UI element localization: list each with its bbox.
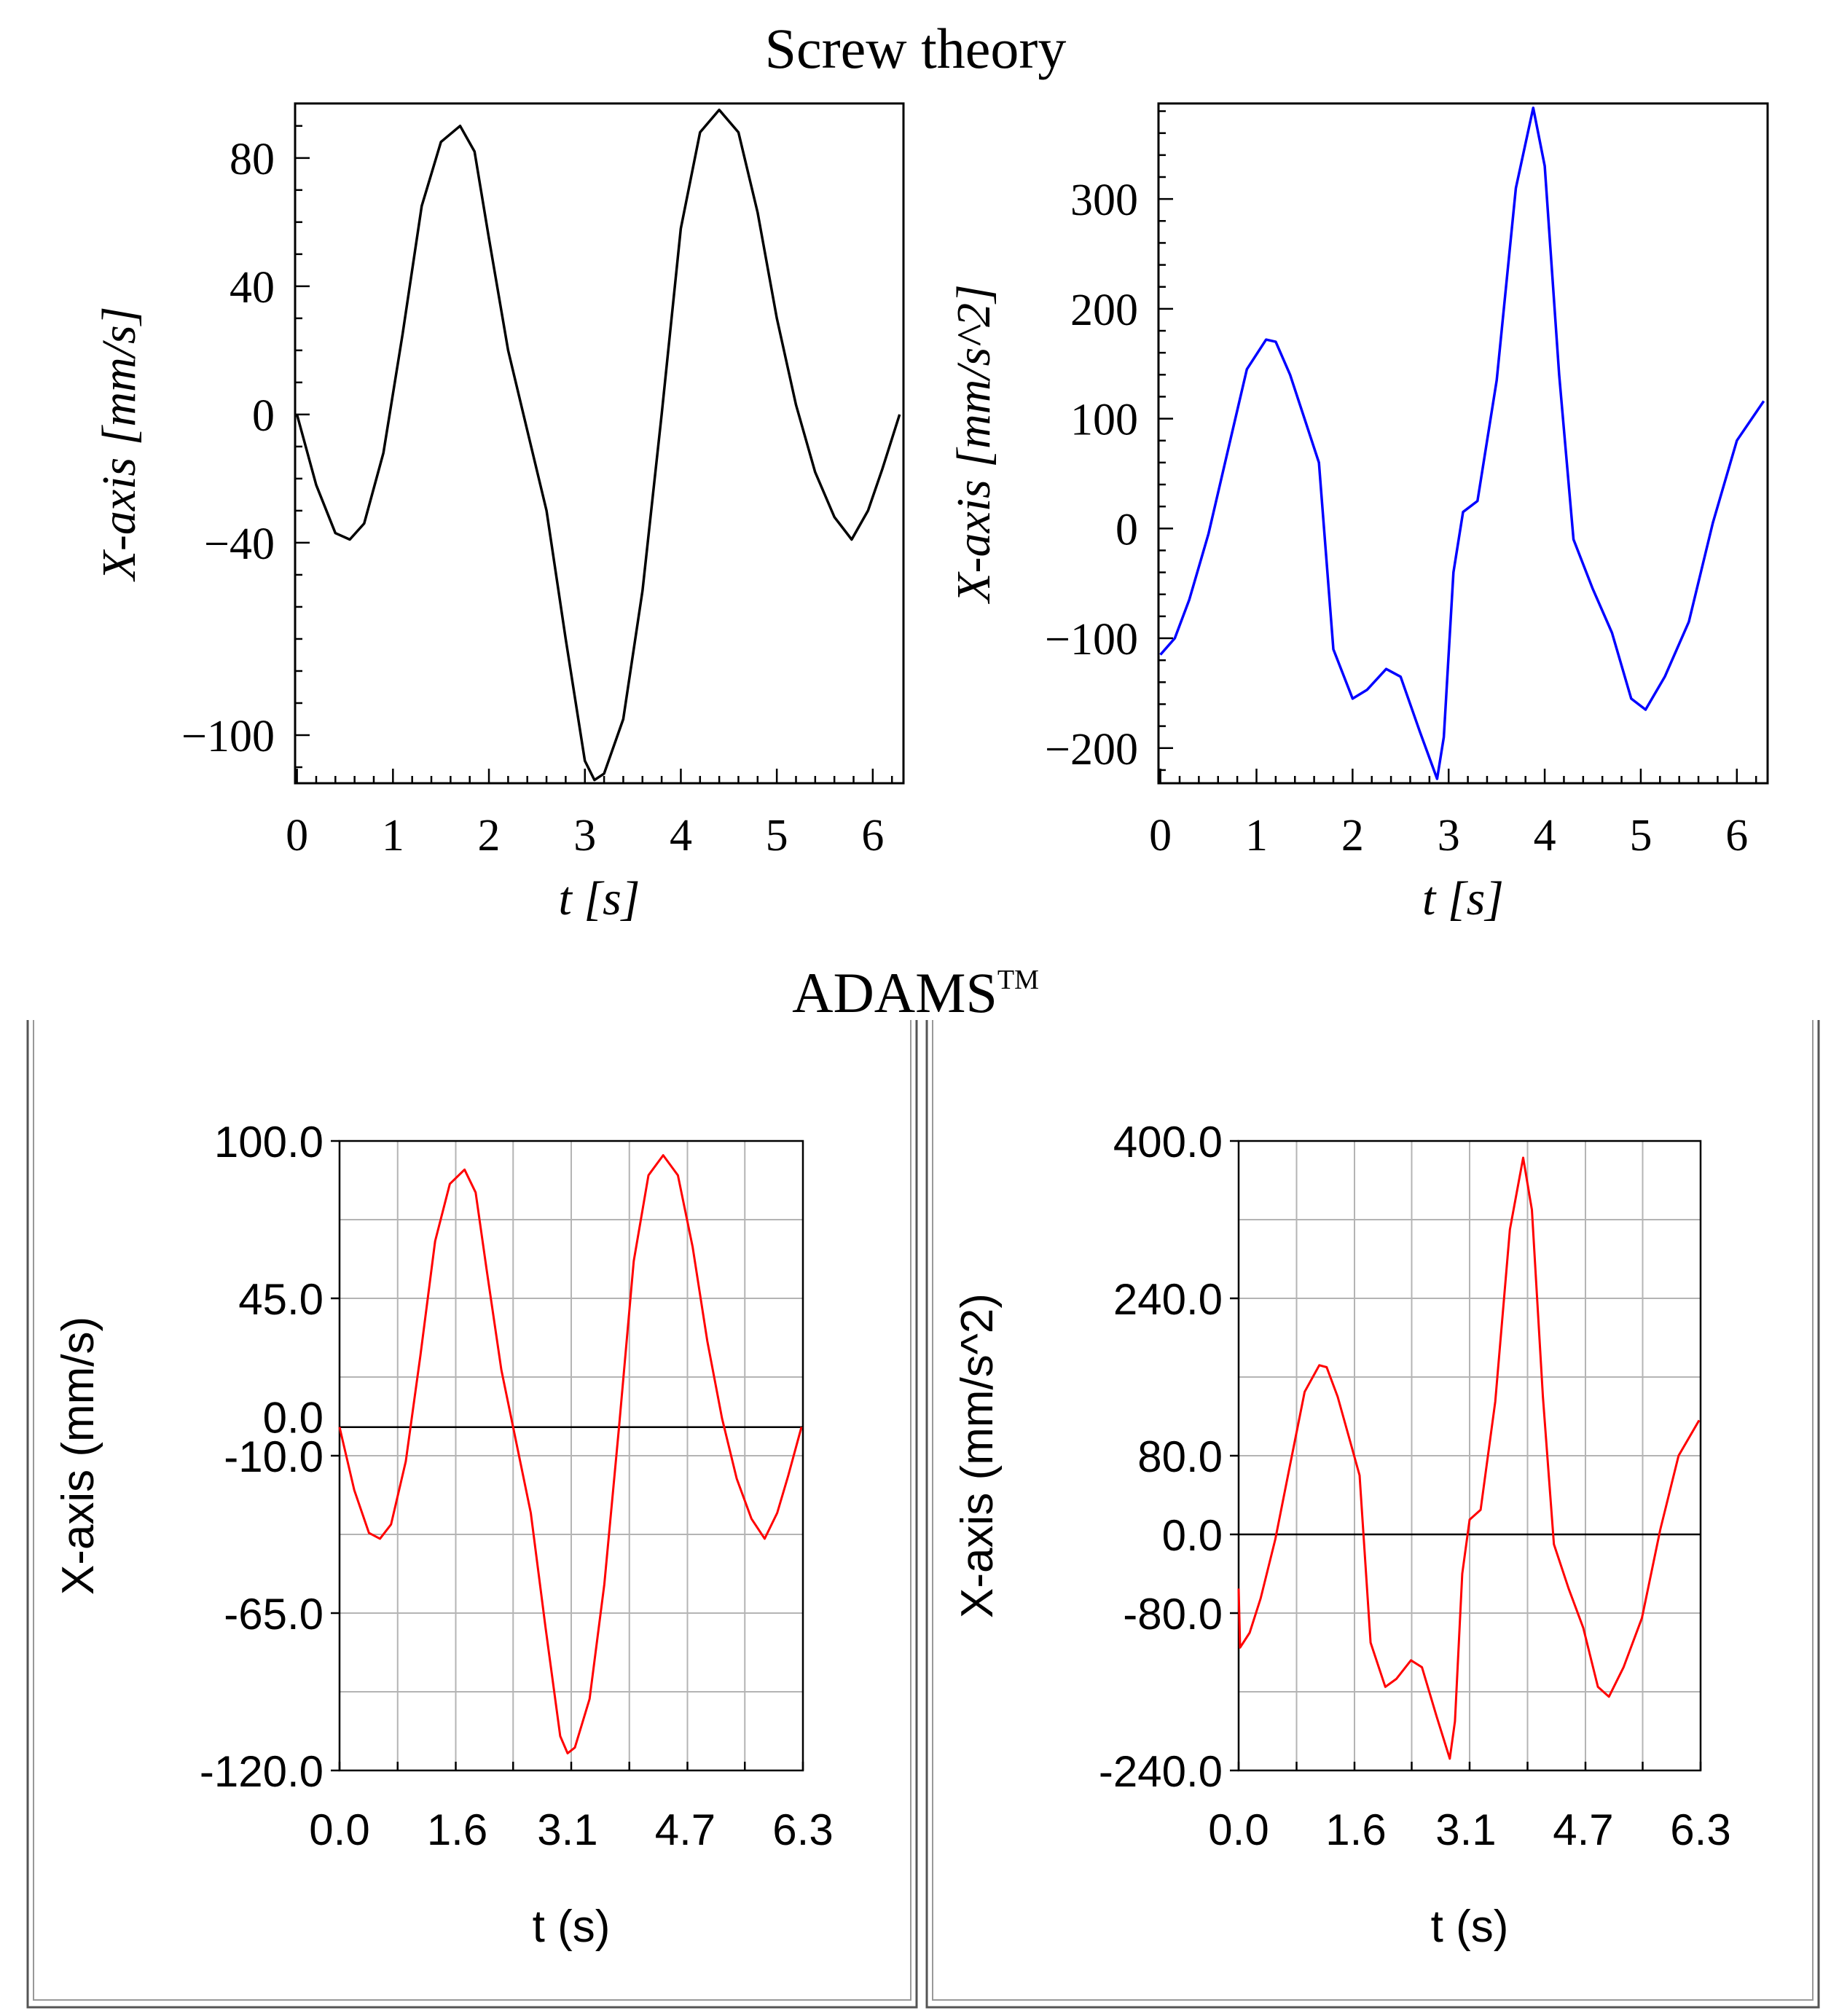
y-axis-label: X-axis (mm/s): [53, 1317, 103, 1595]
x-tick-label: 1: [1245, 811, 1268, 860]
adams-heading: ADAMSTM: [0, 960, 1831, 1026]
data-series-line: [1159, 106, 1765, 780]
x-axis-label: t [s]: [559, 872, 640, 925]
y-tick-label: 80.0: [1137, 1432, 1223, 1481]
y-tick-label: -80.0: [1123, 1590, 1223, 1639]
y-tick-label: 0: [1116, 505, 1138, 554]
y-tick-label: 0: [252, 391, 275, 441]
x-tick-label: 1.6: [427, 1805, 487, 1854]
x-tick-label: 0.0: [309, 1805, 369, 1854]
x-tick-label: 0.0: [1208, 1805, 1269, 1854]
x-tick-label: 1.6: [1325, 1805, 1386, 1854]
x-tick-label: 4.7: [1553, 1805, 1613, 1854]
x-tick-label: 4: [670, 811, 692, 860]
y-tick-label: −40: [204, 519, 275, 569]
y-tick-label: 0.0: [263, 1394, 324, 1443]
y-tick-label: 400.0: [1113, 1118, 1223, 1166]
y-tick-label: −100: [181, 712, 275, 761]
adams-acceleration-chart: 0.0 1.6 3.1 4.7 6.3 400.0 240.0 80.0 0.0 -80.0 -24…: [952, 1118, 1731, 1952]
x-tick-label: 2: [1341, 811, 1364, 860]
y-axis-label: X-axis [mm/s^2]: [947, 284, 1000, 605]
y-tick-label: −100: [1045, 615, 1138, 664]
y-tick-label: 300: [1070, 176, 1138, 225]
trademark-symbol: TM: [997, 965, 1039, 995]
adams-left-panel-frame: [26, 1020, 918, 2009]
x-tick-label: 2: [478, 811, 501, 860]
y-tick-label: 80: [230, 135, 275, 184]
x-tick-label: 3.1: [537, 1805, 597, 1854]
y-tick-label: 45.0: [238, 1275, 324, 1324]
y-tick-label: 100.0: [214, 1118, 324, 1166]
x-tick-label: 6.3: [1670, 1805, 1730, 1854]
y-tick-label: −200: [1045, 725, 1138, 774]
x-tick-label: 5: [766, 811, 788, 860]
y-tick-label: -65.0: [224, 1590, 324, 1639]
y-tick-label: 240.0: [1113, 1275, 1223, 1324]
screw-acceleration-chart: 0 1 2 3 4 5 6 300 200 100 0 −100 −200 t [s] X-axis [mm…: [947, 102, 1769, 925]
adams-heading-text: ADAMS: [792, 961, 997, 1024]
adams-right-panel-frame: [925, 1020, 1820, 2009]
y-tick-label: 200: [1070, 286, 1138, 335]
y-axis-label: X-axis (mm/s^2): [952, 1293, 1003, 1618]
y-tick-label: -10.0: [224, 1432, 324, 1481]
x-tick-label: 6: [861, 811, 884, 860]
x-axis-label: t [s]: [1422, 872, 1504, 925]
adams-velocity-chart: 0.0 1.6 3.1 4.7 6.3 100.0 45.0 -10.0 -65.0 -120.0…: [53, 1118, 834, 1952]
data-series-line: [295, 109, 901, 782]
y-tick-label: 100: [1070, 396, 1138, 445]
plot-frame: [294, 102, 905, 785]
screw-velocity-chart: 0 1 2 3 4 5 6 80 40 0 −40 −100 t [s] X-axis [mm/s]: [93, 102, 905, 925]
x-tick-label: 3.1: [1435, 1805, 1496, 1854]
data-series-line: [338, 1154, 803, 1754]
y-tick-label: -240.0: [1099, 1747, 1223, 1796]
x-axis-label: t (s): [1431, 1902, 1509, 1952]
x-tick-label: 6.3: [772, 1805, 833, 1854]
y-tick-label: -120.0: [200, 1747, 324, 1796]
x-tick-label: 5: [1629, 811, 1652, 860]
screw-theory-heading: Screw theory: [764, 17, 1067, 80]
x-tick-label: 3: [573, 811, 596, 860]
x-tick-label: 6: [1725, 811, 1748, 860]
x-tick-label: 0: [1149, 811, 1172, 860]
plot-frame: [1157, 102, 1769, 785]
y-tick-label: 0.0: [1162, 1511, 1223, 1560]
x-tick-label: 1: [382, 811, 404, 860]
x-tick-label: 3: [1438, 811, 1460, 860]
x-tick-label: 4: [1534, 811, 1556, 860]
x-tick-label: 0: [286, 811, 308, 860]
x-tick-label: 4.7: [655, 1805, 715, 1854]
x-axis-label: t (s): [533, 1902, 611, 1952]
data-series-line: [1237, 1156, 1701, 1760]
y-axis-label: X-axis [mm/s]: [93, 307, 146, 583]
y-tick-label: 40: [230, 263, 275, 313]
